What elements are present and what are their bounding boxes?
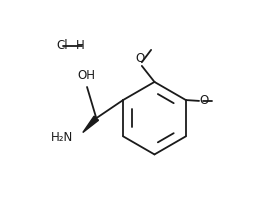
Text: OH: OH <box>77 69 95 82</box>
Text: O: O <box>136 52 145 65</box>
Text: Cl: Cl <box>57 39 68 52</box>
Text: O: O <box>200 94 209 107</box>
Polygon shape <box>83 116 98 132</box>
Text: H: H <box>76 39 85 52</box>
Text: H₂N: H₂N <box>51 131 74 144</box>
